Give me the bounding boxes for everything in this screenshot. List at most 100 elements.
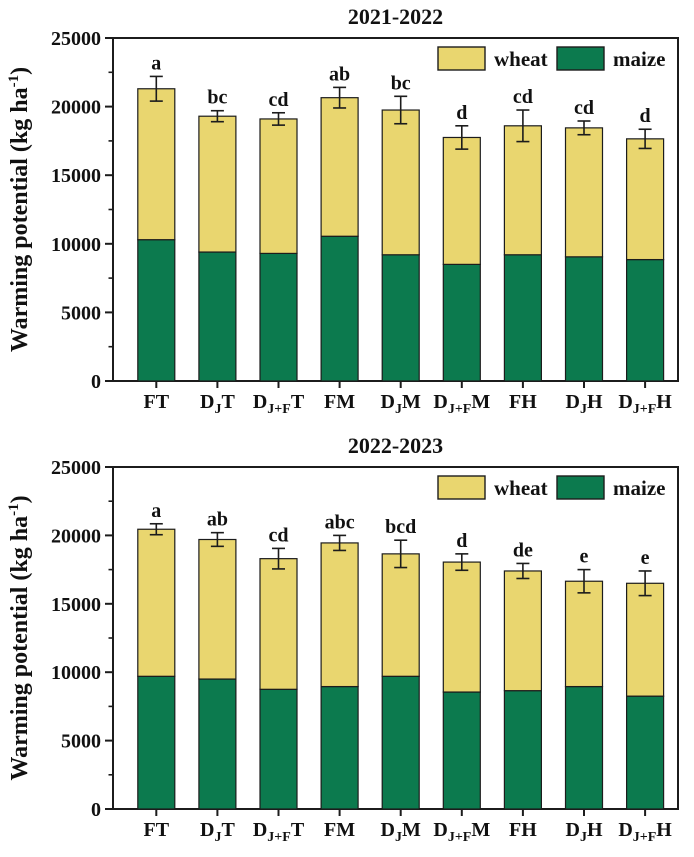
error-bar-DJH: [577, 120, 591, 136]
error-bar-DJ+FH: [638, 570, 652, 597]
y-axis: 0 5000 10000 15000 20000 25000: [51, 28, 113, 393]
sig-letter-DJ+FM: d: [456, 530, 467, 552]
error-bar-FT: [149, 522, 163, 536]
bars: a ab cd abc bcd d de e e: [137, 500, 665, 810]
y-axis-title: Warming potential (kg ha-1): [6, 495, 33, 780]
bar-segment-wheat-FM: [320, 97, 359, 237]
y-tick-label: 0: [91, 799, 101, 821]
y-tick-label: 0: [91, 371, 101, 393]
bar-DJ+FH: d: [625, 105, 665, 382]
bar-segment-wheat-DJ+FH: [625, 582, 665, 697]
y-tick-label: 5000: [61, 302, 101, 324]
bar-DJH: cd: [564, 97, 604, 382]
x-tick-label-DJH: DJH: [565, 391, 602, 417]
bar-segment-maize-DJ+FH: [625, 695, 665, 810]
sig-letter-DJT: bc: [207, 87, 227, 109]
sig-letter-DJM: bc: [391, 72, 411, 94]
bar-segment-maize-FT: [137, 675, 176, 810]
x-tick-label-DJM: DJM: [381, 391, 421, 417]
bar-segment-maize-DJH: [564, 685, 604, 810]
bar-DJH: e: [564, 546, 604, 810]
x-axis: FT DJT DJ+FT FM DJM DJ+FM FH DJH DJ+FH: [144, 381, 672, 417]
x-tick-label-DJM: DJM: [381, 819, 421, 845]
bar-FM: ab: [320, 63, 359, 382]
chart-panel-2022-2023: 2022-2023 Warming potential (kg ha-1) 0 500…: [0, 429, 694, 857]
x-tick-label-DJ+FH: DJ+FH: [618, 819, 672, 845]
bar-DJM: bcd: [381, 516, 420, 810]
bar-segment-wheat-DJM: [381, 553, 420, 677]
error-bar-DJM: [394, 539, 408, 569]
bar-segment-wheat-FT: [137, 528, 176, 677]
bar-segment-maize-DJ+FH: [625, 258, 665, 382]
sig-letter-FH: de: [513, 539, 533, 561]
error-bar-DJT: [210, 531, 224, 548]
sig-letter-FM: abc: [325, 511, 355, 533]
error-bar-FM: [333, 86, 347, 109]
sig-letter-DJM: bcd: [385, 516, 416, 538]
x-tick-label-DJ+FT: DJ+FT: [253, 819, 305, 845]
bar-segment-maize-DJM: [381, 675, 420, 810]
y-tick-label: 10000: [51, 234, 101, 256]
x-tick-label-FT: FT: [144, 819, 170, 841]
bar-segment-wheat-FT: [137, 88, 176, 241]
bar-FT: a: [137, 52, 176, 382]
x-tick-label-FT: FT: [144, 391, 170, 413]
bar-segment-maize-FH: [503, 254, 542, 382]
bar-segment-wheat-DJT: [198, 538, 237, 680]
y-axis-title: Warming potential (kg ha-1): [6, 67, 33, 352]
bar-segment-wheat-DJH: [564, 127, 604, 258]
bars: a bc cd ab bc d cd cd d: [137, 52, 665, 382]
y-tick-label: 25000: [51, 457, 101, 479]
error-bar-FM: [333, 534, 347, 552]
bar-DJT: ab: [198, 509, 237, 810]
error-bar-DJ+FH: [638, 128, 652, 150]
x-tick-label-DJ+FM: DJ+FM: [433, 391, 490, 417]
sig-letter-FM: ab: [329, 63, 350, 85]
x-tick-label-FM: FM: [324, 391, 355, 413]
sig-letter-FT: a: [151, 500, 161, 522]
bar-FM: abc: [320, 511, 359, 810]
bar-segment-maize-DJ+FM: [442, 263, 481, 382]
sig-letter-DJH: cd: [574, 97, 594, 119]
legend-label-wheat: wheat: [494, 476, 548, 500]
error-bar-FH: [516, 562, 530, 580]
chart-svg-2021-2022: 2021-2022 Warming potential (kg ha-1) 0 500…: [6, 4, 679, 417]
x-axis: FT DJT DJ+FT FM DJM DJ+FM FH DJH DJ+FH: [144, 809, 672, 845]
bar-segment-wheat-DJ+FT: [259, 558, 298, 690]
bar-segment-wheat-FM: [320, 542, 359, 688]
bar-DJ+FH: e: [625, 547, 665, 810]
sig-letter-DJ+FH: e: [641, 547, 650, 569]
bar-segment-wheat-FH: [503, 125, 542, 256]
bar-DJ+FT: cd: [259, 89, 298, 382]
error-bar-DJ+FM: [455, 125, 469, 150]
error-bar-DJ+FT: [272, 547, 285, 570]
chart-svg-2022-2023: 2022-2023 Warming potential (kg ha-1) 0 500…: [6, 433, 679, 845]
x-tick-label-DJ+FM: DJ+FM: [433, 819, 490, 845]
sig-letter-FT: a: [151, 52, 161, 74]
bar-segment-wheat-DJ+FH: [625, 138, 665, 261]
error-bar-FT: [149, 75, 163, 102]
bar-segment-maize-DJH: [564, 256, 604, 382]
error-bar-DJ+FT: [272, 111, 285, 126]
error-bar-FH: [516, 109, 530, 143]
bar-DJ+FM: d: [442, 102, 481, 382]
y-tick-label: 10000: [51, 662, 101, 684]
bar-segment-wheat-DJ+FM: [442, 561, 481, 693]
y-tick-label: 15000: [51, 594, 101, 616]
bar-DJ+FT: cd: [259, 524, 298, 810]
sig-letter-DJ+FT: cd: [269, 524, 289, 546]
x-tick-label-FH: FH: [509, 391, 537, 413]
legend-swatch-maize: [556, 46, 605, 71]
bar-segment-maize-DJT: [198, 251, 237, 382]
bar-segment-wheat-DJ+FM: [442, 136, 481, 265]
bar-segment-wheat-DJ+FT: [259, 118, 298, 255]
y-tick-label: 25000: [51, 28, 101, 50]
y-axis: 0 5000 10000 15000 20000 25000: [51, 457, 113, 821]
x-tick-label-DJ+FT: DJ+FT: [253, 391, 305, 417]
legend-swatch-maize: [556, 475, 605, 500]
x-tick-label-FM: FM: [324, 819, 355, 841]
bar-FH: cd: [503, 86, 542, 382]
legend-label-maize: maize: [613, 47, 665, 71]
bar-segment-maize-FT: [137, 239, 176, 382]
error-bar-DJT: [210, 109, 224, 123]
